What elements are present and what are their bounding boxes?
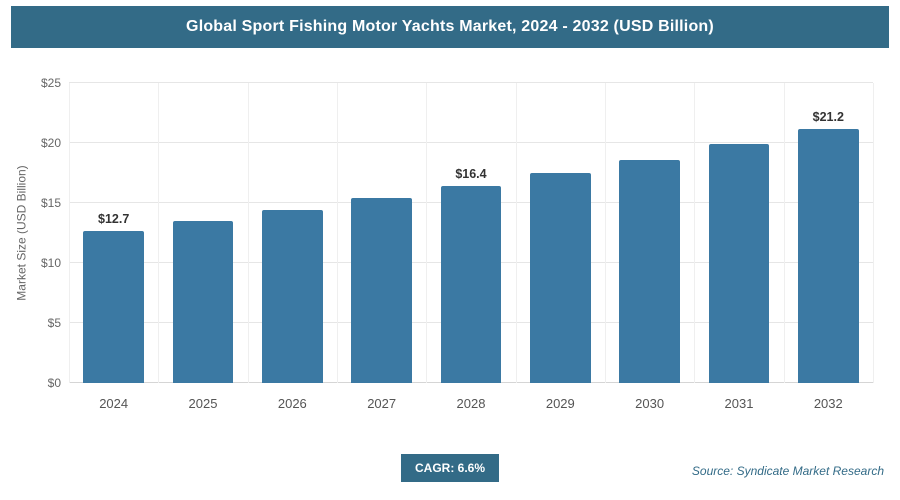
x-axis-label-2030: 2030 [635, 396, 665, 411]
y-tick-label: $5 [47, 316, 61, 330]
bar-2032 [797, 128, 859, 383]
gridline-v [426, 83, 428, 383]
bar-slot-2028: $16.4 [426, 83, 515, 383]
gridline-v [694, 83, 696, 383]
source-attribution: Source: Syndicate Market Research [691, 464, 884, 478]
gridline-v [69, 83, 70, 383]
x-axis-label-2026: 2026 [277, 396, 307, 411]
bar-slot-2032: $21.2 [784, 83, 873, 383]
bar-2029 [529, 173, 591, 383]
bar-slot-2024: $12.7 [69, 83, 158, 383]
y-tick-label: $25 [40, 76, 61, 90]
bar-slot-2027 [337, 83, 426, 383]
gridline-h [69, 82, 873, 83]
gridline-v [604, 83, 606, 383]
x-labels: 2024 2025 2026 2027 2028 2029 2030 2031 2032 [69, 390, 873, 411]
y-tick-label: $20 [40, 136, 61, 150]
x-axis-label-2028: 2028 [456, 396, 486, 411]
bar-2025 [172, 221, 234, 383]
x-axis-label-2025: 2025 [188, 396, 218, 411]
y-axis-title-wrap: Market Size (USD Billion) [11, 83, 33, 383]
plot-area: $12.7 $16.4 $21.2 $0 $5 $10 $15 $20 $25 [41, 76, 874, 390]
bar-slot-2030 [605, 83, 694, 383]
bar-value-label-2032: $21.2 [812, 109, 844, 124]
gridline-v [247, 83, 249, 383]
x-axis-label-2029: 2029 [545, 396, 575, 411]
bar-2024 [83, 230, 145, 383]
gridline-v [783, 83, 785, 383]
y-axis-title: Market Size (USD Billion) [15, 165, 29, 301]
gridline-v [158, 83, 160, 383]
x-axis-label-2027: 2027 [367, 396, 397, 411]
y-tick-label: $0 [47, 376, 61, 390]
bar-slot-2031 [694, 83, 783, 383]
bar-2027 [351, 198, 413, 383]
bar-slot-2025 [158, 83, 247, 383]
bar-value-label-2028: $16.4 [455, 167, 487, 182]
y-tick-label: $15 [40, 196, 61, 210]
y-tick-label: $10 [40, 256, 61, 270]
bar-value-label-2024: $12.7 [98, 211, 130, 226]
bar-2030 [619, 159, 680, 383]
bars: $12.7 $16.4 $21.2 [69, 83, 873, 383]
x-axis-label-2031: 2031 [724, 396, 754, 411]
chart-panel: Market Size (USD Billion) $12.7 $16.4 $21.… [11, 58, 889, 438]
chart-header: Global Sport Fishing Motor Yachts Market… [11, 6, 889, 48]
bar-2028 [440, 186, 502, 383]
gridline-v [336, 83, 338, 383]
bar-slot-2026 [248, 83, 337, 383]
x-axis-label-2032: 2032 [813, 396, 843, 411]
cagr-badge: CAGR: 6.6% [400, 454, 500, 482]
bar-2026 [261, 210, 323, 383]
bar-slot-2029 [516, 83, 605, 383]
chart-title: Global Sport Fishing Motor Yachts Market… [186, 18, 714, 35]
gridline-v [873, 83, 874, 383]
x-axis-label-2024: 2024 [99, 396, 129, 411]
gridline-v [515, 83, 517, 383]
bar-2031 [708, 144, 770, 383]
gridline-h [69, 142, 873, 143]
